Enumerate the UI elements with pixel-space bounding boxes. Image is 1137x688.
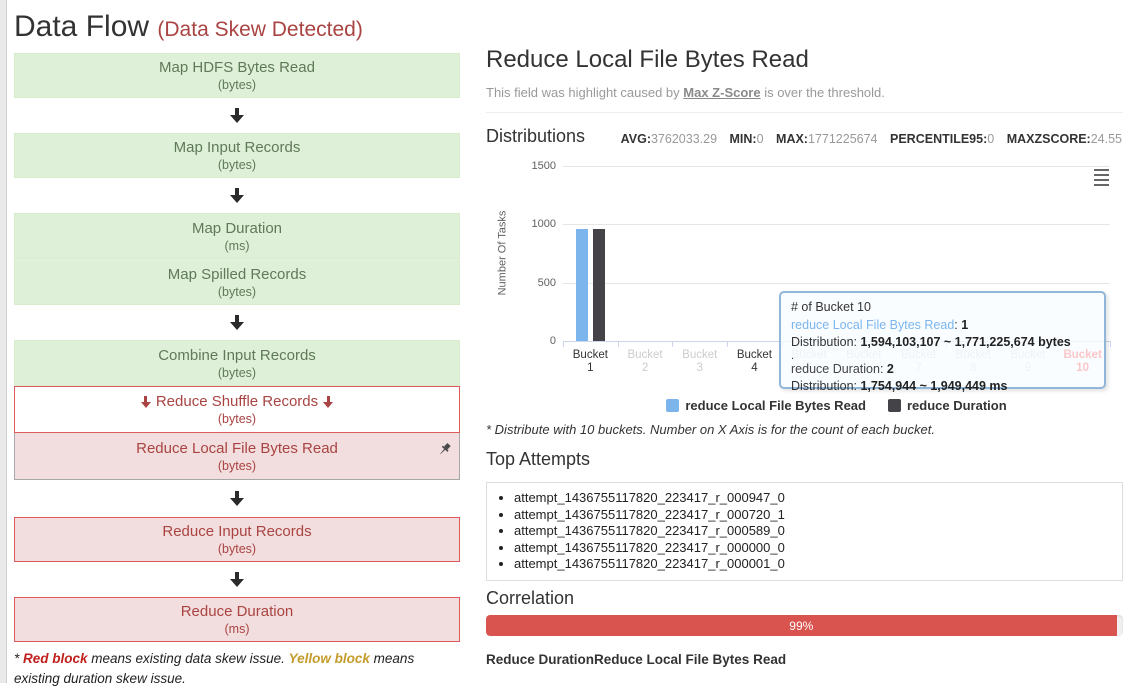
x-axis-tick: [672, 341, 674, 347]
data-flow-panel: Data Flow (Data Skew Detected) Map HDFS …: [14, 8, 460, 688]
pushpin-icon: [437, 442, 452, 462]
flow-down-arrow-icon: [230, 108, 244, 123]
divider: [486, 112, 1123, 113]
tooltip-row: reduce Duration: 2: [791, 361, 894, 376]
flow-block-label: Reduce Local File Bytes Read: [136, 439, 338, 457]
chart-note: * Distribute with 10 buckets. Number on …: [486, 422, 935, 437]
flow-block-label: Map Spilled Records: [167, 265, 307, 283]
attempt-id: attempt_1436755117820_223417_r_000000_0: [514, 540, 1114, 557]
x-axis-label: Bucket 3: [682, 349, 718, 374]
flow-down-arrow-icon: [230, 572, 244, 587]
red-down-arrow-icon: [140, 396, 151, 408]
tooltip-separator: .: [791, 349, 795, 362]
flow-block-label: Combine Input Records: [158, 346, 316, 364]
flow-block-reduce-local-file-bytes-read[interactable]: Reduce Local File Bytes Read (bytes): [14, 433, 460, 480]
attempt-id: attempt_1436755117820_223417_r_000947_0: [514, 490, 1114, 507]
flow-block-combine-input-records[interactable]: Combine Input Records (bytes): [14, 340, 460, 386]
tooltip-row: Distribution: 1,754,944 ~ 1,949,449 ms: [791, 379, 1008, 393]
correlation-pair: Reduce DurationReduce Local File Bytes R…: [486, 652, 787, 667]
y-axis-tick-label: 1500: [531, 160, 556, 172]
red-down-arrow-icon: [323, 396, 334, 408]
flow-block-map-input-records[interactable]: Map Input Records (bytes): [14, 133, 460, 178]
detail-subtitle: This field was highlight caused by Max Z…: [486, 85, 885, 100]
skew-detected-badge: (Data Skew Detected): [157, 18, 363, 41]
flow-block-unit: (ms): [224, 238, 250, 253]
flow-down-arrow-icon: [230, 491, 244, 506]
page-title-text: Data Flow: [14, 10, 150, 43]
flow-block-reduce-shuffle-records[interactable]: Reduce Shuffle Records (bytes): [14, 386, 460, 433]
attempt-id: attempt_1436755117820_223417_r_000720_1: [514, 507, 1114, 524]
legend-label: reduce Duration: [906, 398, 1007, 413]
legend-item[interactable]: reduce Duration: [887, 398, 1007, 413]
distribution-stats: AVG:3762033.29 MIN:0 MAX:1771225674 PERC…: [620, 132, 1122, 146]
flow-block-label: Map Duration: [191, 219, 283, 237]
tooltip-row: reduce Local File Bytes Read: 1: [791, 317, 969, 332]
chart-tooltip: # of Bucket 10 reduce Local File Bytes R…: [779, 291, 1106, 393]
flow-block-unit: (bytes): [217, 78, 257, 92]
y-axis-tick-label: 0: [549, 335, 556, 347]
correlation-percent: 99%: [789, 618, 814, 633]
legend-swatch: [887, 399, 901, 412]
correlation-heading: Correlation: [486, 588, 575, 608]
flow-block-label: Reduce Duration: [180, 603, 294, 620]
attempt-id: attempt_1436755117820_223417_r_000001_0: [514, 556, 1114, 573]
top-attempts-box: attempt_1436755117820_223417_r_000947_0a…: [486, 482, 1123, 581]
correlation-progress: 99%: [486, 615, 1123, 636]
top-attempts-heading: Top Attempts: [486, 449, 591, 469]
red-block-key: Red block: [23, 651, 88, 666]
y-axis-tick-label: 1000: [531, 218, 556, 231]
chart-legend: reduce Local File Bytes Read reduce Durat…: [563, 398, 1110, 413]
max-zscore-link[interactable]: Max Z-Score: [683, 85, 761, 100]
attempt-id: attempt_1436755117820_223417_r_000589_0: [514, 523, 1114, 540]
correlation-progress-fill: 99%: [486, 615, 1117, 636]
y-axis-title: Number Of Tasks: [496, 210, 509, 296]
x-axis-tick: [1110, 341, 1111, 347]
flow-down-arrow-icon: [230, 315, 244, 330]
flow-block-label: Reduce Shuffle Records: [155, 393, 319, 410]
flow-block-label: Reduce Input Records: [162, 523, 312, 540]
flow-legend-note: * Red block means existing data skew iss…: [14, 651, 415, 686]
flow-block-unit: (bytes): [217, 284, 257, 299]
tooltip-header: # of Bucket 10: [791, 300, 871, 314]
yellow-block-key: Yellow block: [288, 651, 370, 666]
flow-block-unit: (bytes): [217, 365, 257, 380]
flow-block-map-duration[interactable]: Map Duration (ms): [14, 213, 460, 259]
flow-block-map-hdfs-bytes-read[interactable]: Map HDFS Bytes Read (bytes): [14, 53, 460, 98]
x-axis-label: Bucket 1: [572, 349, 608, 374]
page-title: Data Flow (Data Skew Detected): [14, 8, 460, 49]
flow-block-reduce-duration[interactable]: Reduce Duration (ms): [14, 597, 460, 642]
y-gridline: [563, 166, 1110, 167]
y-axis-tick-label: 500: [537, 276, 556, 289]
detail-title: Reduce Local File Bytes Read: [486, 46, 809, 73]
flow-block-label: Map HDFS Bytes Read: [159, 59, 315, 76]
x-axis-tick: [617, 341, 619, 347]
distribution-chart: Number Of Tasks # of Bucket 10 reduce Lo…: [486, 158, 1123, 418]
y-gridline: [563, 282, 1110, 284]
flow-down-arrow-icon: [230, 188, 244, 203]
legend-swatch: [666, 399, 680, 412]
left-edge-gutter: [0, 0, 7, 683]
flow-block-unit: (bytes): [217, 158, 257, 172]
chart-bar: [592, 229, 605, 341]
distributions-heading: Distributions: [486, 126, 586, 146]
legend-label: reduce Local File Bytes Read: [685, 398, 866, 413]
x-axis-label: Bucket 4: [736, 349, 773, 374]
tooltip-row: Distribution: 1,594,103,107 ~ 1,771,225,…: [791, 335, 1071, 349]
flow-block-reduce-input-records[interactable]: Reduce Input Records (bytes): [14, 517, 460, 562]
flow-block-unit: (ms): [224, 622, 250, 636]
legend-item[interactable]: reduce Local File Bytes Read: [666, 398, 866, 413]
flow-block-unit: (bytes): [217, 542, 257, 556]
field-detail-panel: Reduce Local File Bytes Read This field …: [486, 0, 1123, 683]
x-axis-tick: [727, 341, 729, 347]
flow-block-unit: (bytes): [217, 412, 257, 426]
flow-block-unit: (bytes): [217, 458, 257, 473]
flow-block-map-spilled-records[interactable]: Map Spilled Records (bytes): [14, 259, 460, 305]
x-axis-label: Bucket 2: [627, 349, 663, 374]
y-gridline: [563, 224, 1110, 226]
flow-block-label: Map Input Records: [173, 139, 301, 156]
chart-bar: [575, 229, 588, 341]
chart-menu-icon[interactable]: [1094, 169, 1109, 189]
x-axis-tick: [563, 341, 564, 347]
